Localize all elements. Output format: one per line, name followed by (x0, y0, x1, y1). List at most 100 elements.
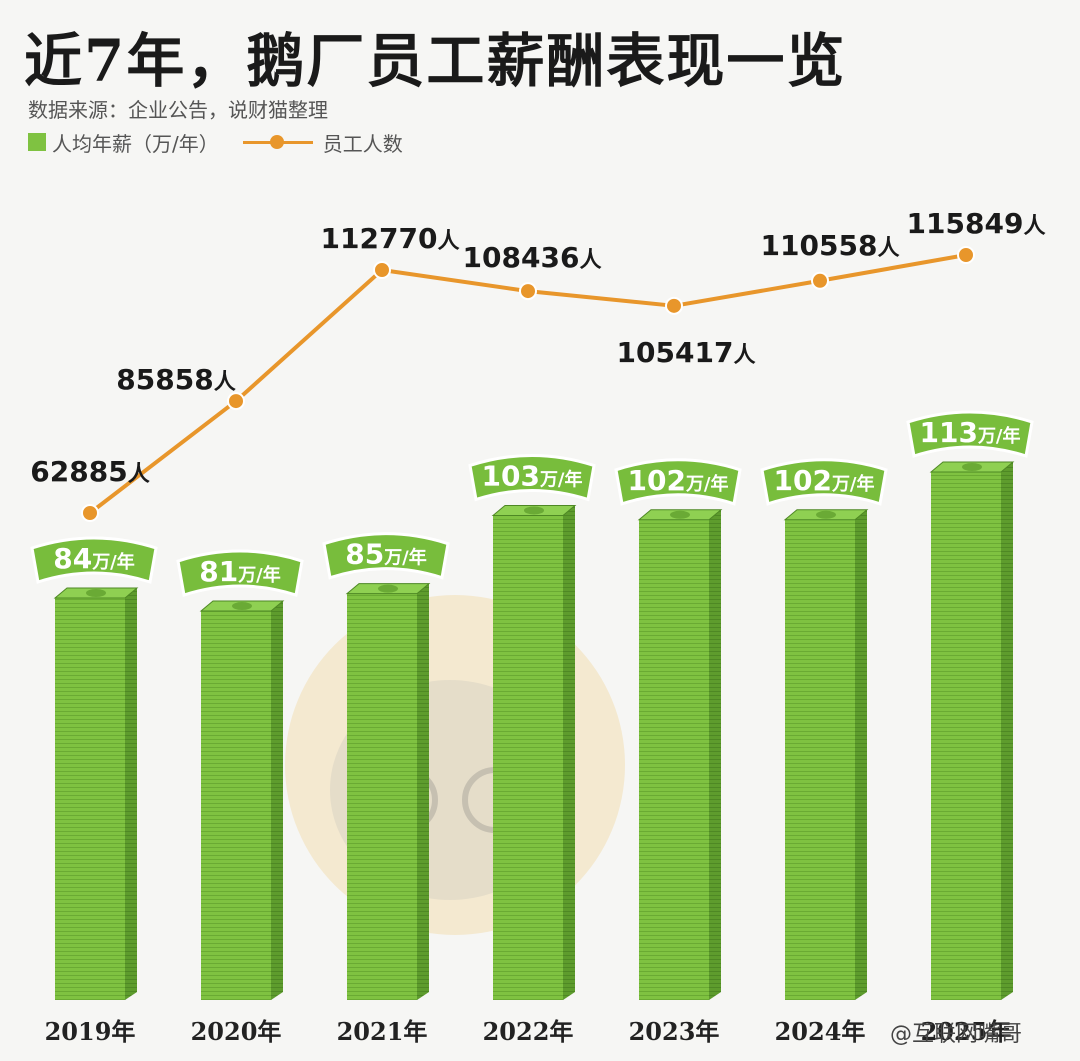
bar-front (493, 515, 563, 1000)
employee-count-number: 85858 (116, 363, 213, 396)
bar-3: 103万/年 (468, 453, 596, 1000)
x-tick-label: 2021年 (337, 1017, 428, 1046)
bar-value-unit: 万/年 (539, 468, 583, 490)
bar-value-unit: 万/年 (977, 425, 1021, 447)
watermark: @互联网嘴哥 (890, 1022, 1023, 1047)
banknote-seal-icon (378, 584, 398, 593)
bar-value-banner (30, 536, 158, 584)
banknote-seal-icon (816, 510, 836, 519)
bar-side (563, 505, 575, 1000)
legend-bar-label: 人均年薪（万/年） (52, 131, 219, 156)
bar-value-label: 102万/年 (627, 464, 728, 497)
bar-front (347, 593, 417, 1000)
employee-count-label: 110558人 (761, 229, 900, 262)
legend-line-swatch (242, 132, 313, 152)
bar-0: 84万/年 (30, 536, 158, 1000)
bar-value-banner (760, 458, 888, 506)
bar-value-unit: 万/年 (685, 473, 729, 495)
bar-value-banner (468, 453, 596, 502)
bar-value-unit: 万/年 (383, 547, 427, 569)
employee-count-point (519, 282, 537, 301)
employee-count-unit: 人 (1023, 214, 1045, 239)
bar-side (855, 509, 867, 1000)
bar-value-number: 103 (481, 459, 539, 492)
employee-count-point (957, 246, 975, 264)
x-tick-label: 2020年 (191, 1017, 282, 1046)
bar-value-unit: 万/年 (831, 473, 875, 495)
employee-count-unit: 人 (214, 370, 236, 395)
legend: 人均年薪（万/年） 员工人数 (28, 128, 403, 156)
employee-count-label: 62885人 (30, 455, 149, 488)
bar-2: 85万/年 (322, 532, 450, 1000)
banknote-seal-icon (232, 602, 252, 611)
bar-value-number: 81 (199, 555, 238, 588)
x-tick-label: 2023年 (629, 1017, 720, 1046)
bar-side (417, 583, 429, 1000)
employee-count-number: 108436 (463, 241, 580, 274)
bar-value-label: 81万/年 (199, 555, 281, 588)
employee-count-point (227, 392, 245, 411)
employee-count-number: 105417 (617, 336, 734, 369)
employee-count-label: 115849人 (907, 207, 1046, 240)
bar-side (271, 601, 283, 1000)
employee-count-point (81, 504, 99, 522)
x-tick-label: 2019年 (45, 1017, 136, 1046)
bar-side (709, 509, 721, 1000)
x-tick-label: 2022年 (483, 1017, 574, 1046)
banknote-seal-icon (670, 510, 690, 519)
banknote-seal-icon (524, 506, 544, 515)
employee-count-unit: 人 (128, 462, 150, 487)
bar-value-label: 103万/年 (481, 459, 582, 492)
bar-value-label: 102万/年 (773, 464, 874, 497)
bar-side (125, 588, 137, 1000)
bar-value-banner (614, 458, 742, 506)
bar-side (1001, 462, 1013, 1000)
bar-front (931, 472, 1001, 1000)
bar-value-number: 102 (773, 464, 831, 497)
legend-line-label: 员工人数 (322, 131, 403, 156)
data-source: 数据来源：企业公告，说财猫整理 (28, 98, 328, 122)
employee-count-label: 108436人 (463, 241, 602, 274)
employee-count-point (811, 271, 829, 290)
x-tick-label: 2024年 (775, 1017, 866, 1046)
bar-1: 81万/年 (176, 549, 304, 1000)
bar-value-unit: 万/年 (237, 564, 281, 586)
employee-count-number: 115849 (907, 207, 1024, 240)
bar-value-label: 113万/年 (919, 416, 1020, 449)
banknote-seal-icon (86, 589, 106, 597)
employee-count-label: 112770人 (321, 222, 460, 255)
employee-count-unit: 人 (877, 236, 899, 261)
bar-4: 102万/年 (614, 458, 742, 1000)
bar-value-number: 85 (345, 538, 384, 571)
employee-count-number: 62885 (30, 455, 127, 488)
chart-title: 近7年，鹅厂员工薪酬表现一览 (24, 27, 847, 95)
bar-value-unit: 万/年 (91, 551, 135, 573)
bar-value-number: 102 (627, 464, 685, 497)
bar-front (639, 519, 709, 1000)
employee-count-point (373, 260, 391, 279)
x-tick-label: 2025年 (921, 1017, 1012, 1046)
bar-value-label: 85万/年 (345, 538, 427, 571)
employee-count-number: 112770 (321, 222, 438, 255)
bar-front (201, 611, 271, 1000)
bar-6: 113万/年 (906, 410, 1034, 1000)
bar-value-banner (322, 532, 450, 580)
employee-count-number: 110558 (761, 229, 878, 262)
bar-value-label: 84万/年 (53, 542, 135, 575)
banknote-seal-icon (962, 463, 982, 471)
employee-count-unit: 人 (437, 229, 459, 254)
bar-value-banner (176, 549, 304, 597)
bar-5: 102万/年 (760, 458, 888, 1000)
employee-count-label: 85858人 (116, 363, 235, 396)
bar-value-number: 113 (919, 416, 977, 449)
bar-front (55, 598, 125, 1000)
employee-count-unit: 人 (579, 248, 601, 273)
bar-front (785, 519, 855, 1000)
employee-count-label: 105417人 (617, 336, 756, 369)
bar-value-banner (906, 410, 1034, 458)
employee-count-unit: 人 (733, 343, 755, 368)
bar-value-number: 84 (53, 542, 92, 575)
legend-bar-swatch (28, 133, 46, 151)
employee-count-point (665, 296, 683, 315)
